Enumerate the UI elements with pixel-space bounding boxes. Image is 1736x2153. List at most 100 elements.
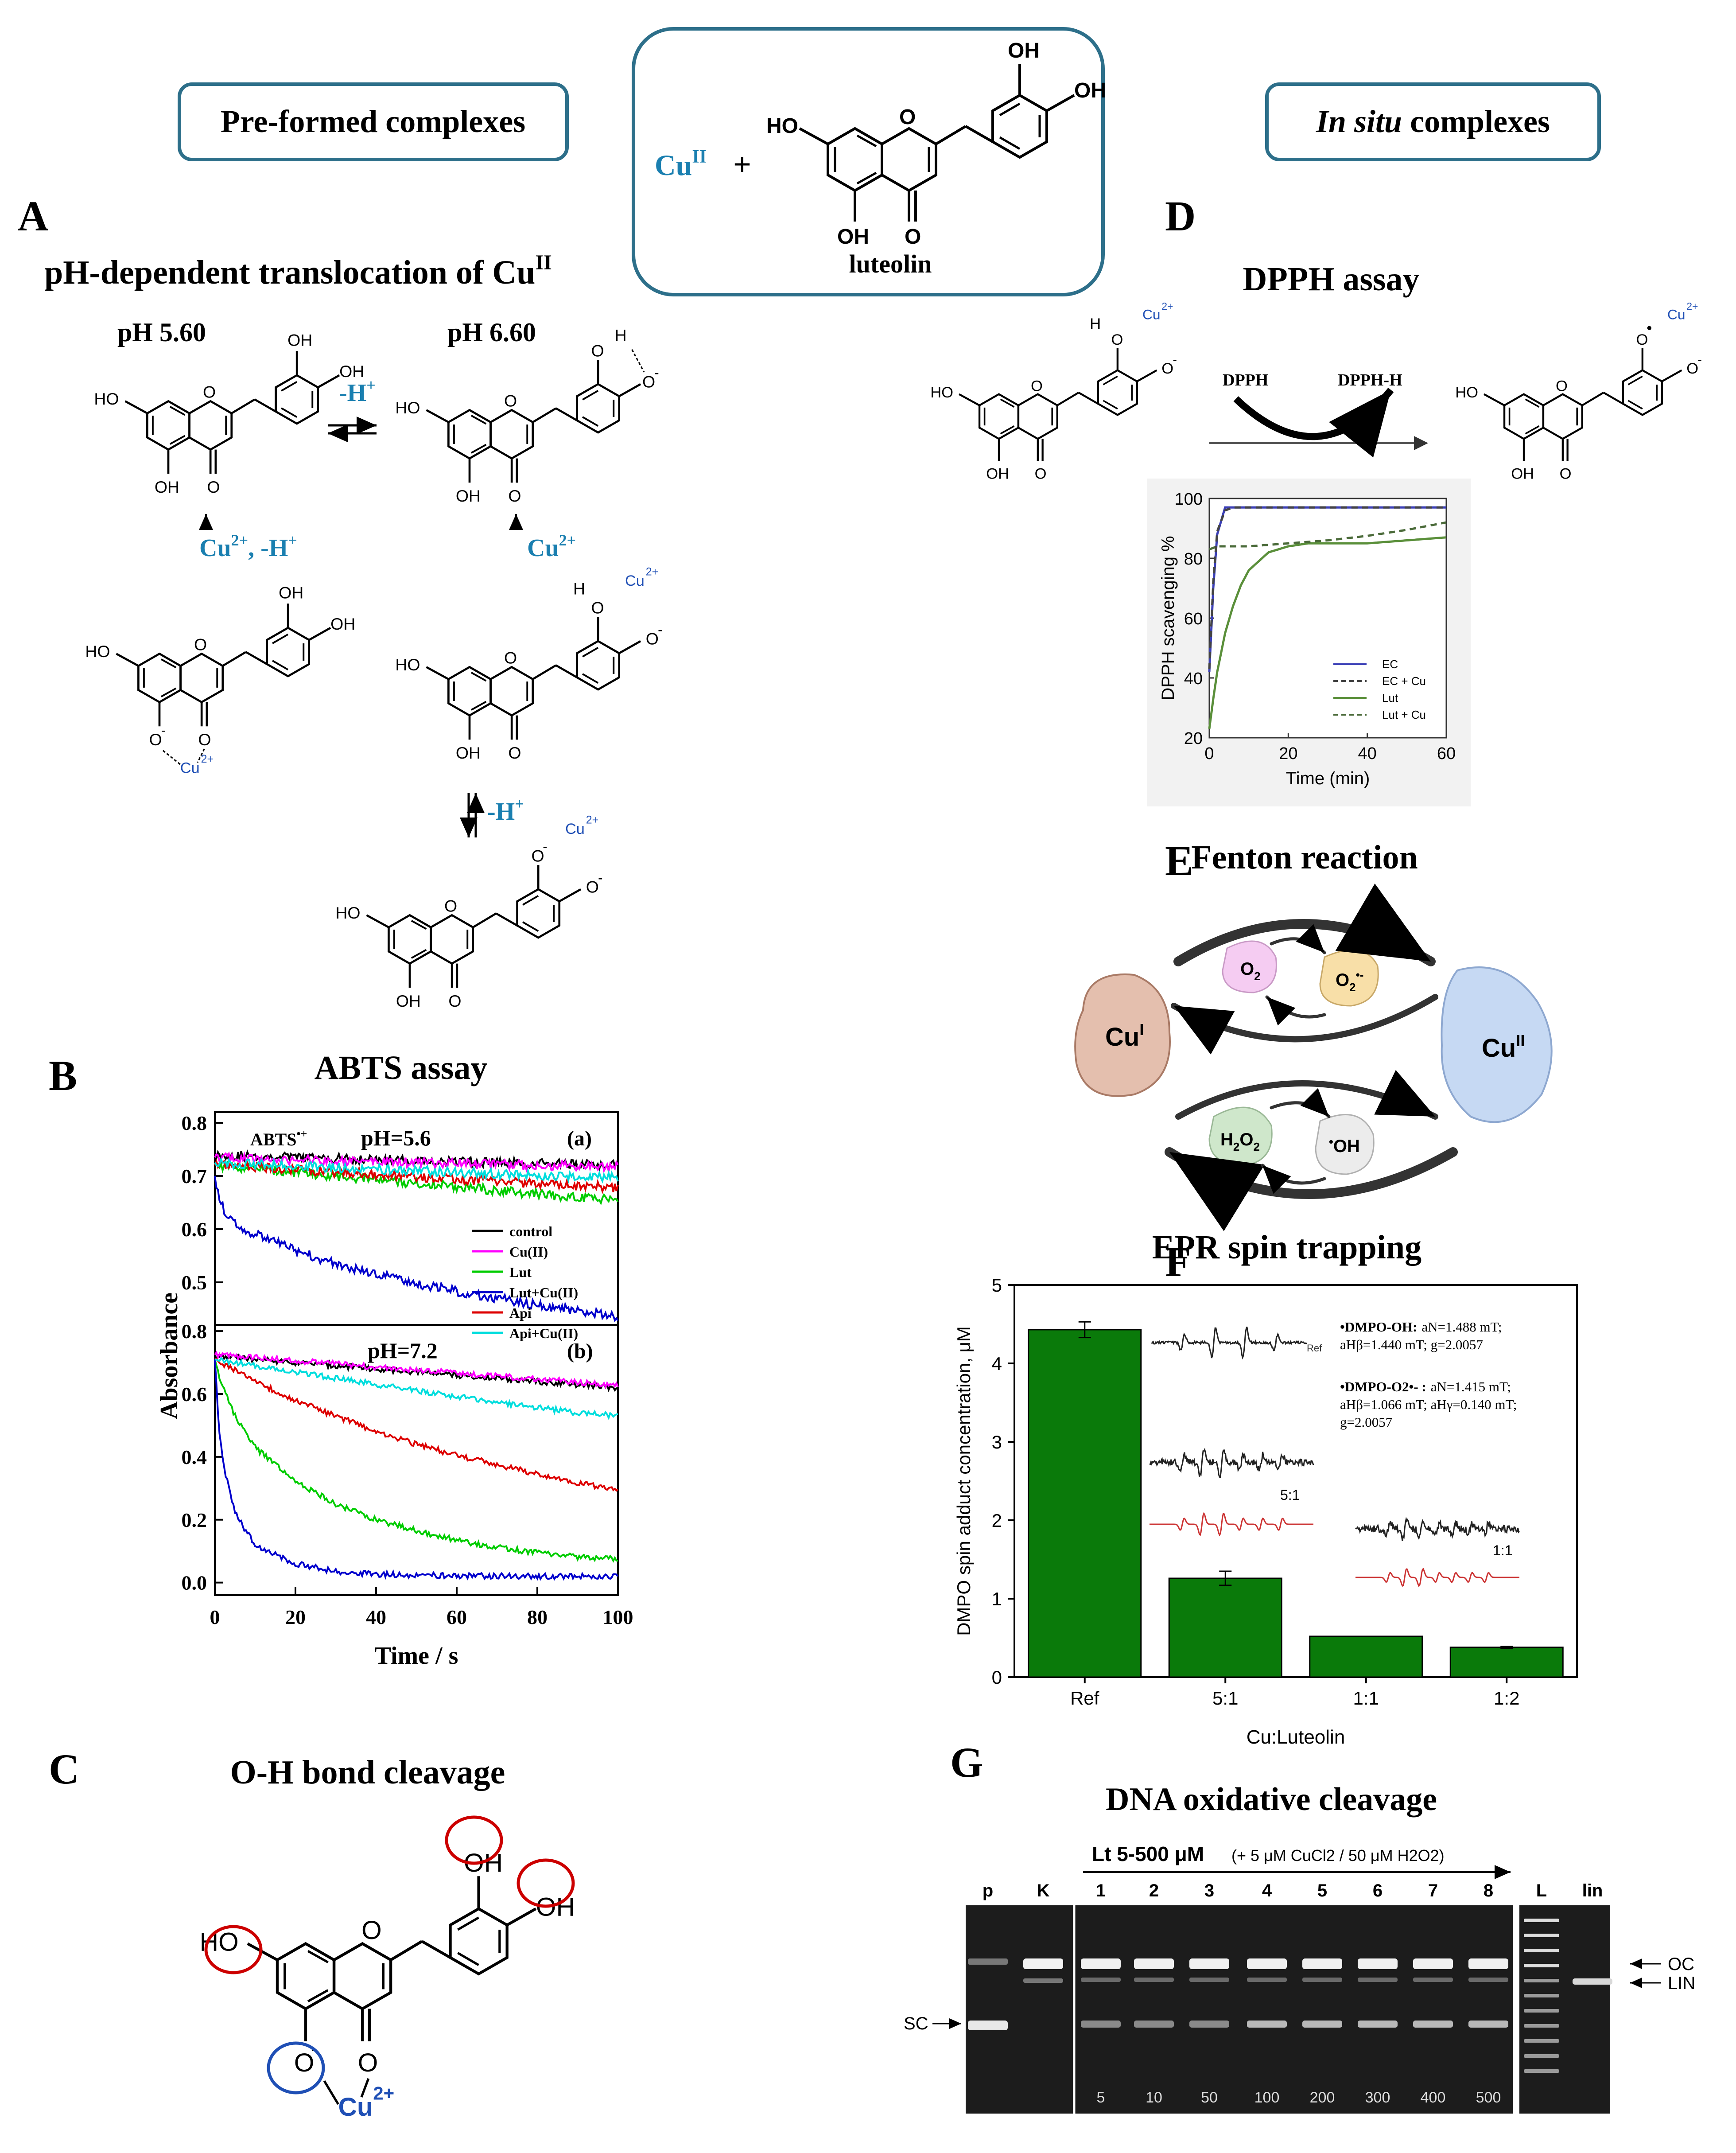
cu2-blob xyxy=(1441,966,1553,1123)
dpph-reagent: DPPH xyxy=(1223,371,1268,389)
svg-text:OH: OH xyxy=(330,615,355,633)
svg-text:H: H xyxy=(615,326,627,344)
svg-text:O: O xyxy=(591,342,604,360)
band-p-oc xyxy=(968,1958,1008,1965)
gel-lane-1: 1 xyxy=(1096,1881,1106,1900)
band-oc-lane-8 xyxy=(1468,1958,1508,1969)
fenton-cycle-arrows xyxy=(1165,884,1458,1231)
abts-series-Cu(II) xyxy=(214,1351,619,1390)
center-reagent: CuII xyxy=(655,147,707,182)
gel-conc-label: 500 xyxy=(1476,2089,1501,2106)
abts-ytick-label: 0.8 xyxy=(182,1320,207,1343)
abts-legend-Api+Cu(II): Api+Cu(II) xyxy=(509,1325,578,1341)
oh-circle-7 xyxy=(204,1925,263,1974)
abts-ytick-label: 0.8 xyxy=(182,1112,207,1134)
svg-text:HO: HO xyxy=(335,903,360,922)
gel-lane-3: 3 xyxy=(1204,1881,1214,1900)
svg-text:-: - xyxy=(1173,353,1177,367)
panel-a-title: pH-dependent translocation of CuII xyxy=(44,251,552,291)
gel-main xyxy=(966,1905,1513,2114)
epr-xlabel: Cu:Luteolin xyxy=(1247,1726,1345,1748)
abts-ph-label: pH=7.2 xyxy=(368,1338,438,1363)
header: Pre-formed complexes CuII + HO OH O O OH… xyxy=(178,27,1601,296)
panel-b: B ABTS assay 0.5 0.6 0.7 0.8 (a) pH=5.6 ABTS•+… xyxy=(49,1049,633,1670)
dpph-xlabel: Time (min) xyxy=(1286,769,1370,788)
svg-text:OH: OH xyxy=(339,362,364,381)
cu1-blob xyxy=(1074,973,1171,1097)
svg-text:O: O xyxy=(1686,360,1698,377)
dpph-series-EC + Cu xyxy=(1208,506,1446,669)
panel-d-letter: D xyxy=(1165,192,1196,240)
preformed-label: Pre-formed complexes xyxy=(221,104,525,139)
band-sc-lane-6 xyxy=(1358,2021,1398,2028)
epr-ytick-label: 3 xyxy=(992,1432,1002,1452)
h2o2-label: H2O2 xyxy=(1220,1130,1260,1153)
svg-text:aHβ=1.066 mT; aHγ=0.140 mT;: aHβ=1.066 mT; aHγ=0.140 mT; xyxy=(1340,1397,1517,1412)
abts-chart: 0.5 0.6 0.7 0.8 (a) pH=5.6 ABTS•+ 0.0 0.2 0.4 0.6 0… xyxy=(155,1111,633,1670)
abts-legend-control: control xyxy=(509,1223,552,1239)
band-lin-lane-2 xyxy=(1134,1978,1174,1982)
epr-spectra xyxy=(1149,1326,1520,1587)
band-lin-lane-7 xyxy=(1413,1978,1453,1982)
panel-b-title: ABTS assay xyxy=(315,1049,488,1086)
svg-text:OH: OH xyxy=(1511,465,1534,482)
band-sc-lane-3 xyxy=(1189,2021,1229,2028)
center-plus: + xyxy=(733,147,751,182)
ladder-band xyxy=(1524,2069,1559,2073)
panel-a: A pH-dependent translocation of CuII pH … xyxy=(18,192,662,1010)
abts-xtick-label: 40 xyxy=(366,1606,386,1628)
band-oc-lane-6 xyxy=(1358,1958,1398,1969)
dpph-product: DPPH-H xyxy=(1338,371,1402,389)
panel-f: F EPR spin trapping 0 1 2 3 4 5 Ref 5:1 1:1 1:2 Cu… xyxy=(953,1229,1578,1748)
svg-text:O: O xyxy=(448,992,461,1010)
gel-conc-label: 100 xyxy=(1254,2089,1280,2106)
abts-series-Api+Cu(II) xyxy=(214,1157,619,1184)
gel-conc-label: 5 xyxy=(1097,2089,1105,2106)
lin-label: LIN xyxy=(1668,1974,1695,1993)
ladder-band xyxy=(1524,2024,1559,2028)
epr-ytick-label: 1 xyxy=(992,1588,1002,1609)
panel-b-letter: B xyxy=(49,1052,77,1099)
svg-text:O: O xyxy=(444,897,457,915)
abts-legend-Api: Api xyxy=(509,1305,532,1321)
band-oc-lane-5 xyxy=(1302,1958,1342,1969)
dpph-legend-EC: EC xyxy=(1382,658,1398,671)
abts-series-Api xyxy=(214,1357,619,1492)
band-oc-lane-3 xyxy=(1189,1958,1229,1969)
svg-text:O: O xyxy=(532,847,544,865)
svg-text:Cu: Cu xyxy=(1142,306,1160,322)
svg-text:O: O xyxy=(1560,465,1572,482)
svg-text:O: O xyxy=(508,487,521,505)
oh-circle-3p xyxy=(445,1815,503,1865)
cu1-label: CuI xyxy=(1105,1020,1144,1051)
gel-lane-6: 6 xyxy=(1373,1881,1383,1900)
svg-text:HO: HO xyxy=(1455,384,1478,401)
lut-cu-product: HO OH O O O • O - Cu 2+ xyxy=(1455,300,1702,483)
gel-conc-label: 50 xyxy=(1201,2089,1218,2106)
svg-text:H: H xyxy=(1090,315,1101,332)
band-oc-lane-2 xyxy=(1134,1958,1174,1969)
dpph-xtick-label: 60 xyxy=(1437,744,1456,763)
band-lin-lane-6 xyxy=(1358,1978,1398,1982)
epr-spectrum-ref xyxy=(1151,1326,1307,1360)
svg-text:OH: OH xyxy=(1008,39,1040,62)
gel-conc-label: 10 xyxy=(1146,2089,1162,2106)
svg-text:-: - xyxy=(543,839,547,854)
dpph-legend-Lut: Lut xyxy=(1382,691,1398,705)
ladder-band xyxy=(1524,1949,1559,1952)
abts-xtick-label: 0 xyxy=(210,1606,220,1628)
svg-text:Cu: Cu xyxy=(1667,306,1685,322)
svg-text:OH: OH xyxy=(287,331,312,350)
svg-text:•: • xyxy=(1647,319,1652,336)
epr-spectrum-51-sim xyxy=(1150,1512,1313,1537)
band-sc-lane-1 xyxy=(1081,2021,1121,2028)
gel-lane-5: 5 xyxy=(1317,1881,1327,1900)
gel-lane-K: K xyxy=(1037,1881,1050,1900)
svg-text:CuII: CuII xyxy=(655,147,707,182)
svg-text:HO: HO xyxy=(85,642,110,661)
svg-text:Cu: Cu xyxy=(180,760,200,777)
epr-xtick-label: 1:2 xyxy=(1494,1688,1519,1709)
ladder-band xyxy=(1524,2039,1559,2043)
dpph-ytick-label: 20 xyxy=(1184,729,1203,748)
